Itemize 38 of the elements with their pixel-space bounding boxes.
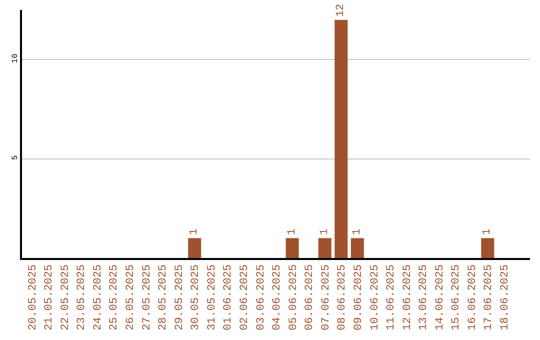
x-tick-label: 08.06.2025 [336, 264, 349, 330]
x-tick-label: 15.06.2025 [450, 264, 463, 330]
x-tick-label: 07.06.2025 [320, 264, 332, 330]
x-tick-label: 04.06.2025 [272, 264, 284, 330]
x-tick-label: 27.05.2025 [141, 264, 154, 330]
x-tick-label: 01.06.2025 [222, 264, 235, 330]
data-label: 12 [335, 4, 348, 17]
x-tick-label: 31.05.2025 [206, 264, 218, 330]
x-tick-label: 29.05.2025 [174, 264, 186, 330]
x-tick-label: 03.06.2025 [255, 264, 268, 330]
x-tick-label: 24.05.2025 [92, 264, 104, 330]
data-label: 1 [351, 228, 364, 236]
x-tick-label: 09.06.2025 [352, 264, 365, 330]
x-tick-label: 10.06.2025 [369, 264, 382, 330]
x-tick-label: 21.05.2025 [44, 264, 56, 330]
x-tick-label: 13.06.2025 [418, 264, 430, 330]
x-tick-label: 11.06.2025 [386, 264, 398, 330]
x-tick-label: 06.06.2025 [304, 264, 316, 330]
data-label: 1 [482, 228, 494, 236]
x-tick-label: 22.05.2025 [60, 264, 72, 330]
x-tick-label: 02.06.2025 [239, 264, 252, 330]
data-label: 1 [188, 228, 201, 236]
x-tick-label: 26.05.2025 [125, 264, 138, 330]
x-tick-label: 12.06.2025 [402, 264, 414, 330]
data-label: 1 [286, 228, 298, 236]
x-tick-label: 28.05.2025 [158, 264, 170, 330]
x-tick-label: 17.06.2025 [483, 264, 496, 330]
data-label: 1 [318, 228, 331, 236]
x-tick-label: 25.05.2025 [108, 264, 121, 330]
y-tick-label: 10 [10, 53, 20, 64]
x-tick-label: 20.05.2025 [27, 264, 40, 330]
x-tick-label: 23.05.2025 [76, 264, 88, 330]
x-tick-label: 16.06.2025 [466, 264, 479, 330]
x-tick-label: 30.05.2025 [190, 264, 202, 330]
x-tick-label: 14.06.2025 [434, 264, 446, 330]
x-tick-label: 05.06.2025 [288, 264, 300, 330]
y-tick-label: 5 [10, 155, 20, 160]
x-tick-label: 18.06.2025 [500, 264, 512, 330]
